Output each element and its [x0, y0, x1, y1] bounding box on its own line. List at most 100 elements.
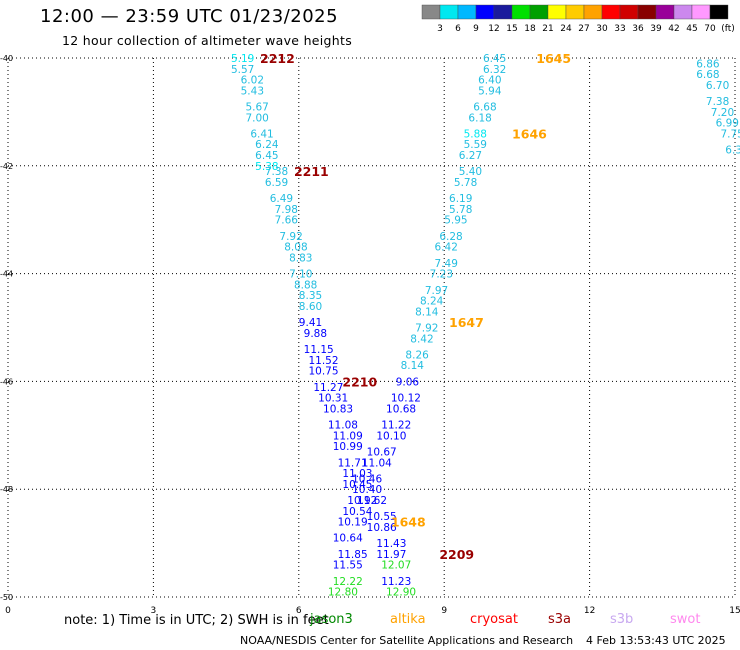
- legend-tick-label: 21: [542, 24, 553, 34]
- swh-value: 10.83: [323, 403, 353, 415]
- legend-swatch: [493, 4, 513, 20]
- x-tick-label: 15: [729, 606, 740, 616]
- swh-value: 7.66: [275, 215, 299, 227]
- swh-value: 7.20: [711, 107, 734, 119]
- pass-labels: 2212 2211 2210 2209 1645 1646 1647 1648: [260, 51, 571, 562]
- axis-ticks: 0 3 6 9 12 15 -40 -42 -44 -46 -48 -50: [0, 54, 740, 616]
- swh-value: 8.24: [420, 296, 444, 308]
- swh-value: 12.90: [386, 587, 416, 599]
- legend-tick-label: 9: [473, 24, 479, 34]
- swh-value: 6.59: [265, 177, 288, 189]
- pass-number-label: 2209: [439, 547, 474, 562]
- swh-value: 8.14: [415, 306, 439, 318]
- swh-value: 6.28: [439, 231, 462, 243]
- satellite-legend-altika: altika: [390, 612, 426, 627]
- swh-value: 11.85: [338, 549, 368, 561]
- swh-value: 11.55: [333, 560, 363, 572]
- swh-value: 8.83: [289, 252, 312, 264]
- swh-value: 8.88: [294, 279, 317, 291]
- satellite-legend-s3a: s3a: [548, 612, 572, 627]
- swh-value: 6.45: [483, 53, 506, 65]
- swh-value: 12.80: [328, 587, 358, 599]
- swh-value: 6.41: [250, 128, 273, 140]
- swh-value: 5.40: [459, 166, 482, 178]
- swh-value: 7.92: [279, 231, 302, 243]
- satellite-legend-cryosat: cryosat: [470, 612, 518, 627]
- credit-text: NOAA/NESDIS Center for Satellite Applica…: [240, 634, 574, 647]
- plot-title: 12:00 — 23:59 UTC 01/23/2025: [40, 6, 339, 27]
- y-tick-label: -46: [0, 377, 13, 386]
- swh-value: 5.78: [449, 204, 472, 216]
- swh-value: 6.70: [706, 80, 729, 92]
- swh-value: 11.27: [313, 382, 343, 394]
- legend-swatch: [655, 4, 675, 20]
- y-tick-label: -44: [0, 270, 13, 279]
- swh-value: 7.75: [720, 128, 740, 140]
- swh-value: 6.36: [725, 145, 740, 157]
- swh-value: 9.41: [299, 317, 322, 329]
- y-tick-label: -42: [0, 162, 13, 171]
- swh-value: 10.31: [318, 393, 348, 405]
- swh-value: 9.06: [396, 376, 420, 388]
- legend-tick-label: 30: [596, 24, 608, 34]
- swh-value: 8.60: [299, 301, 322, 313]
- swh-value: 7.98: [275, 204, 298, 216]
- legend-swatch: [421, 4, 441, 20]
- swh-value: 8.14: [401, 360, 425, 372]
- swh-value: 5.67: [245, 102, 268, 114]
- satellite-legend-swot: swot: [670, 612, 701, 627]
- legend-swatch: [709, 4, 729, 20]
- swh-value: 5.88: [464, 128, 487, 140]
- swh-value: 6.68: [473, 102, 496, 114]
- satellite-legend-jason3: jason3: [310, 612, 353, 627]
- y-tick-label: -50: [0, 593, 13, 602]
- legend-swatch: [547, 4, 567, 20]
- legend-tick-label: 45: [686, 24, 697, 34]
- generated-timestamp: 4 Feb 13:53:43 UTC 2025: [586, 634, 726, 647]
- swh-value: 7.00: [245, 112, 268, 124]
- legend-swatch: [673, 4, 693, 20]
- swh-value: 12.22: [333, 576, 363, 588]
- legend-swatch: [691, 4, 711, 20]
- swh-value: 11.23: [381, 576, 411, 588]
- swh-value: 10.86: [367, 522, 397, 534]
- legend-tick-label: 6: [455, 24, 461, 34]
- swh-value: 10.92: [347, 495, 377, 507]
- swh-value: 6.49: [270, 193, 293, 205]
- pass-number-label: 1647: [449, 315, 484, 330]
- x-tick-label: 9: [441, 606, 447, 616]
- swh-value: 7.23: [430, 269, 453, 281]
- swh-value: 7.92: [415, 323, 438, 335]
- legend-tick-label: 3: [437, 24, 443, 34]
- swh-value: 6.27: [459, 150, 482, 162]
- pass-number-label: 2212: [260, 51, 295, 66]
- plot-subtitle: 12 hour collection of altimeter wave hei…: [62, 33, 353, 48]
- swh-value: 11.03: [342, 468, 372, 480]
- legend-tick-label: 15: [506, 24, 517, 34]
- legend-tick-label: 12: [488, 24, 499, 34]
- swh-value: 11.08: [328, 420, 358, 432]
- swh-value: 11.09: [333, 430, 363, 442]
- swh-value: 7.38: [265, 166, 288, 178]
- swh-value: 10.64: [333, 533, 363, 545]
- swh-value: 5.38: [255, 161, 278, 173]
- legend-swatch: [475, 4, 495, 20]
- swh-value: 11.97: [376, 549, 406, 561]
- swh-value: 8.42: [410, 333, 433, 345]
- legend-tick-label: 27: [578, 24, 589, 34]
- pass-number-label: 1645: [536, 51, 571, 66]
- legend-tick-label: 24: [560, 24, 572, 34]
- swh-value: 7.10: [289, 269, 312, 281]
- swh-value: 6.99: [716, 118, 739, 130]
- swh-value: 10.55: [367, 511, 397, 523]
- swh-value: 5.95: [444, 215, 467, 227]
- swh-value: 6.32: [483, 64, 506, 76]
- swh-value: 11.52: [308, 355, 338, 367]
- legend-tick-label: 36: [632, 24, 644, 34]
- swh-value: 11.62: [357, 495, 387, 507]
- swh-value: 10.54: [342, 506, 372, 518]
- legend-swatch: [583, 4, 603, 20]
- swh-value: 10.68: [386, 403, 416, 415]
- swh-value: 11.04: [362, 457, 392, 469]
